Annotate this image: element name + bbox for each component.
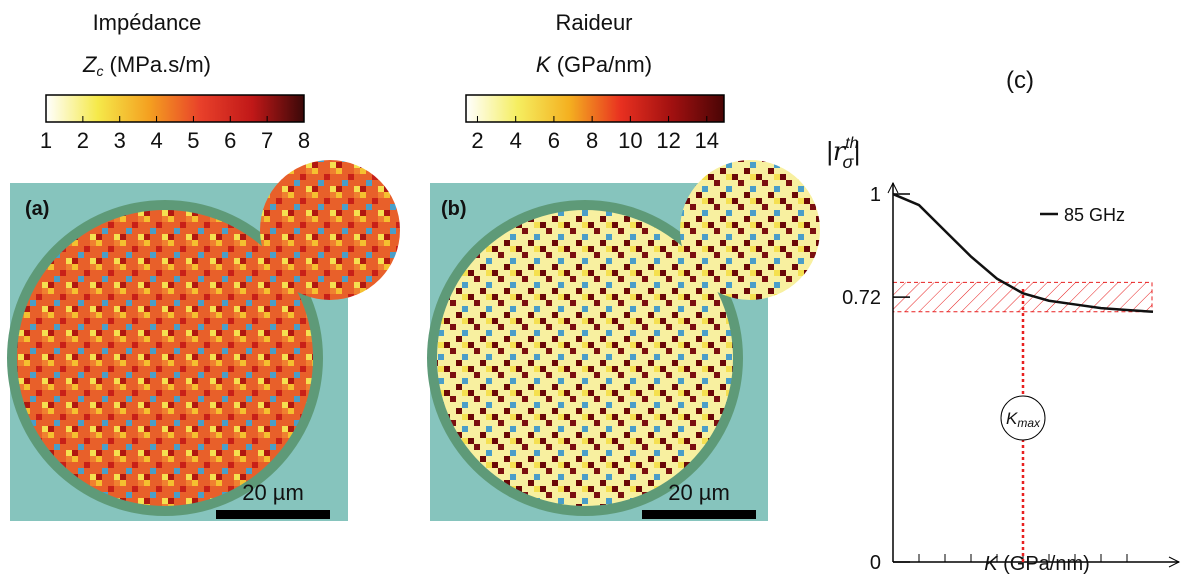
colorbar (45, 94, 305, 123)
panel-b-image (427, 160, 820, 521)
panel-a-image (7, 160, 400, 521)
colorbar-tick-label: 5 (187, 128, 199, 153)
colorbar-label: K (GPa/nm) (536, 52, 652, 77)
y-tick-label: 1 (870, 184, 881, 206)
colorbar-tick-label: 4 (150, 128, 162, 153)
subscript: c (96, 63, 103, 79)
colorbar-tick-label: 12 (656, 128, 680, 153)
colorbar-tick-label: 1 (40, 128, 52, 153)
marker-circle (1000, 395, 1046, 441)
y-tick-label: 0 (870, 552, 881, 574)
symbol: K (536, 52, 552, 77)
series-line (892, 192, 1154, 314)
panel-label: (a) (25, 198, 49, 220)
symbol: Z (82, 52, 98, 77)
symbol: r (833, 137, 847, 167)
colorbar-tick-label: 2 (77, 128, 89, 153)
panel-label: (b) (441, 198, 467, 220)
colorbar-tick-label: 3 (114, 128, 126, 153)
unit: (GPa/nm) (998, 553, 1090, 574)
colorbar (465, 94, 725, 123)
chart-label: (c) (1006, 67, 1034, 94)
colorbar-title: Impédance (93, 10, 202, 35)
marker-label: Kmax (1006, 409, 1041, 430)
symbol: K (1006, 409, 1018, 428)
symbol: K (984, 553, 999, 574)
colorbar-tick-label: 14 (695, 128, 719, 153)
colorbar-tick-label: 7 (261, 128, 273, 153)
colorbar-tick-label: 6 (224, 128, 236, 153)
colorbar-title: Raideur (555, 10, 632, 35)
sup: th (845, 135, 858, 152)
colorbar-label: Zc (MPa.s/m) (82, 52, 211, 79)
subscript: max (1017, 416, 1041, 430)
bar: | (826, 136, 833, 166)
unit: (MPa.s/m) (103, 52, 211, 77)
colorbar-tick-label: 6 (548, 128, 560, 153)
colorbar-tick-label: 2 (471, 128, 483, 153)
unit: (GPa/nm) (551, 52, 652, 77)
colorbar-tick-label: 4 (510, 128, 522, 153)
y-tick-label: 0.72 (842, 287, 881, 309)
x-axis-label: K (GPa/nm) (984, 553, 1090, 574)
scale-bar-label: 20 µm (668, 480, 730, 505)
arrow (1168, 556, 1181, 568)
sub: σ (843, 152, 855, 172)
colorbar-tick-label: 8 (298, 128, 310, 153)
y-axis-label: |rth σ| (826, 135, 860, 172)
colorbar-tick-label: 8 (586, 128, 598, 153)
arrow (887, 181, 899, 194)
scale-bar-label: 20 µm (242, 480, 304, 505)
colorbar-tick-label: 10 (618, 128, 642, 153)
bar: | (853, 136, 860, 166)
legend-label: 85 GHz (1064, 205, 1125, 225)
